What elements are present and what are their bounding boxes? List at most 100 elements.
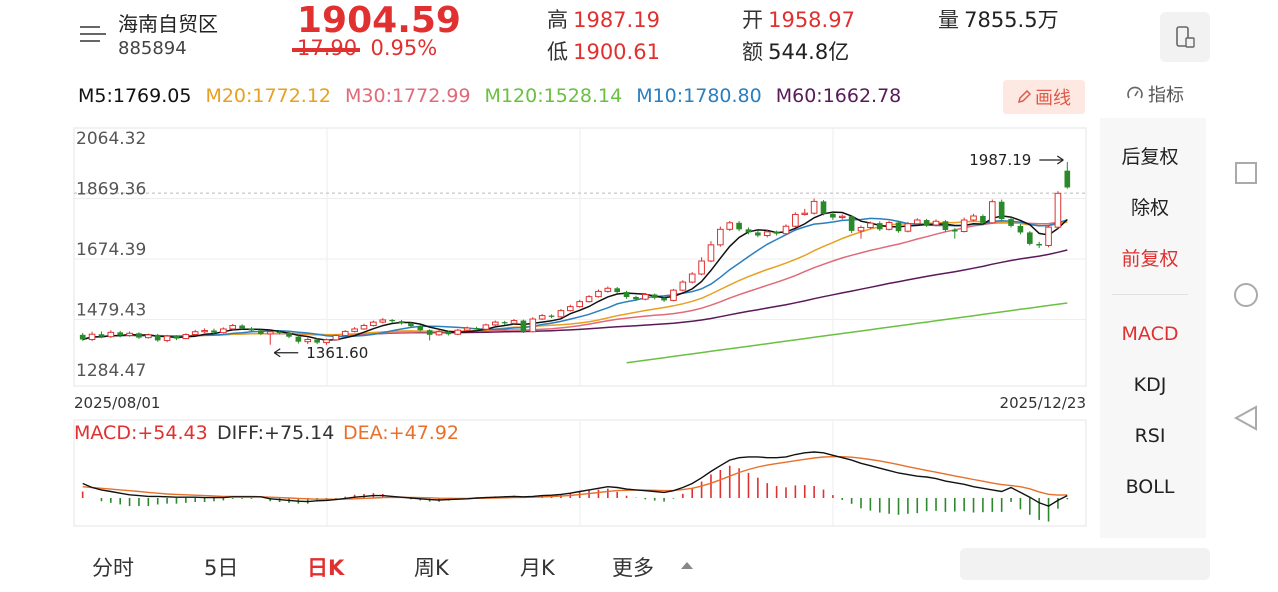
menu-icon[interactable]	[80, 24, 106, 46]
candle-body	[1017, 225, 1024, 233]
ma20-value: M20:1772.12	[205, 85, 331, 107]
tab-5-day[interactable]: 5日	[204, 556, 239, 580]
candle-body	[295, 336, 302, 342]
indicator-button[interactable]: 指标	[1126, 81, 1184, 107]
candle-body	[623, 292, 630, 297]
y-tick-label: 1479.43	[76, 301, 146, 321]
home-icon[interactable]	[1234, 283, 1258, 307]
back-icon[interactable]	[1233, 405, 1257, 431]
candle-body	[351, 328, 358, 332]
candle-body	[435, 331, 443, 336]
candle-body	[510, 320, 518, 324]
candle-body	[501, 322, 508, 324]
candle-body	[642, 293, 649, 300]
side-item-macd[interactable]: MACD	[1121, 323, 1179, 345]
candle-body	[857, 226, 865, 232]
candle-body	[88, 333, 96, 340]
tab-daily-k[interactable]: 日K	[307, 556, 345, 580]
side-item-rsi[interactable]: RSI	[1134, 425, 1166, 447]
amount-label: 额	[742, 40, 763, 64]
tab-monthly-k[interactable]: 月K	[520, 556, 555, 580]
tab-more[interactable]: 更多	[612, 556, 654, 580]
candle-body	[960, 219, 968, 233]
indicator-label: 指标	[1148, 85, 1184, 106]
candle-body	[117, 332, 124, 336]
high-arrow-head	[1056, 155, 1064, 165]
candle-body	[679, 281, 687, 291]
draw-line-button[interactable]: 画线	[1003, 80, 1085, 114]
low-arrow-head	[273, 348, 281, 358]
volume-label: 量	[938, 8, 959, 32]
candle-body	[688, 273, 696, 283]
candle-body	[848, 216, 855, 231]
candle-body	[182, 334, 190, 340]
y-tick-label: 1869.36	[76, 179, 146, 199]
candle-body	[79, 334, 86, 340]
volume-value: 7855.5万	[964, 8, 1059, 32]
recent-apps-icon[interactable]	[1235, 162, 1257, 184]
side-item-forward-adjusted[interactable]: 前复权	[1121, 248, 1179, 270]
candle-body	[614, 288, 621, 293]
candle-body	[398, 321, 405, 324]
candle-body	[566, 306, 574, 312]
candle-body	[557, 310, 565, 318]
candle-body	[698, 260, 705, 275]
ma60-value: M60:1662.78	[775, 85, 902, 107]
open-quote: 开 1958.97	[742, 4, 855, 34]
candle-body	[389, 319, 395, 322]
high-value: 1987.19	[573, 8, 660, 32]
amount-quote: 额 544.8亿	[742, 36, 849, 66]
rotate-screen-button[interactable]	[1160, 12, 1210, 62]
dea-value: DEA:+47.92	[343, 422, 459, 444]
candle-body	[1054, 192, 1062, 228]
candle-body	[248, 328, 255, 331]
x-end-date: 2025/12/23	[1000, 394, 1086, 412]
candle-body	[426, 330, 433, 335]
side-item-ex-rights[interactable]: 除权	[1130, 197, 1169, 219]
candle-body	[998, 201, 1005, 220]
blurred-action-bar[interactable]	[960, 548, 1210, 580]
candle-body	[633, 296, 639, 300]
chevron-up-icon	[681, 562, 693, 569]
tab-intraday[interactable]: 分时	[92, 556, 134, 580]
candle-body	[576, 301, 584, 308]
open-label: 开	[742, 8, 763, 32]
candle-body	[286, 332, 292, 337]
candle-body	[913, 219, 921, 225]
candle-body	[904, 223, 912, 232]
low-annotation: 1361.60	[306, 344, 368, 362]
y-tick-label: 1284.47	[76, 361, 146, 381]
ma120-value: M120:1528.14	[484, 85, 623, 107]
kline-chart[interactable]: 2064.32 1869.36 1674.39 1479.43 1284.47 1987…	[0, 118, 1100, 538]
side-item-boll[interactable]: BOLL	[1125, 476, 1175, 498]
candle-body	[1026, 232, 1033, 244]
side-item-kdj[interactable]: KDJ	[1133, 374, 1167, 396]
candle-body	[755, 232, 761, 236]
candle-body	[229, 325, 237, 330]
gauge-icon	[1127, 86, 1143, 99]
candle-body	[670, 289, 677, 301]
candle-body	[792, 213, 799, 227]
candle-body	[463, 327, 471, 331]
candle-body	[773, 231, 780, 234]
candle-body	[417, 326, 424, 331]
candle-body	[379, 319, 387, 323]
price-axis-labels: 2064.32 1869.36 1674.39 1479.43 1284.47	[76, 129, 146, 381]
candle-body	[360, 325, 368, 330]
candle-body	[801, 212, 809, 215]
x-start-date: 2025/08/01	[74, 394, 160, 412]
candle-body	[980, 215, 986, 223]
candle-body	[445, 331, 452, 335]
ma20-line	[82, 220, 1068, 341]
tab-weekly-k[interactable]: 周K	[414, 556, 449, 580]
candle-body	[1036, 243, 1042, 246]
chart-grid	[74, 128, 1086, 526]
candle-body	[951, 229, 958, 232]
moving-average-lines	[82, 211, 1068, 364]
candle-body	[970, 215, 977, 221]
candle-body	[923, 220, 930, 225]
side-item-back-adjusted[interactable]: 后复权	[1121, 146, 1179, 168]
quote-header: 海南自贸区 885894 1904.59 17.90 0.95% 高 1987.…	[0, 0, 1278, 72]
candle-body	[1064, 170, 1071, 188]
ma10-value: M10:1780.80	[636, 85, 762, 107]
